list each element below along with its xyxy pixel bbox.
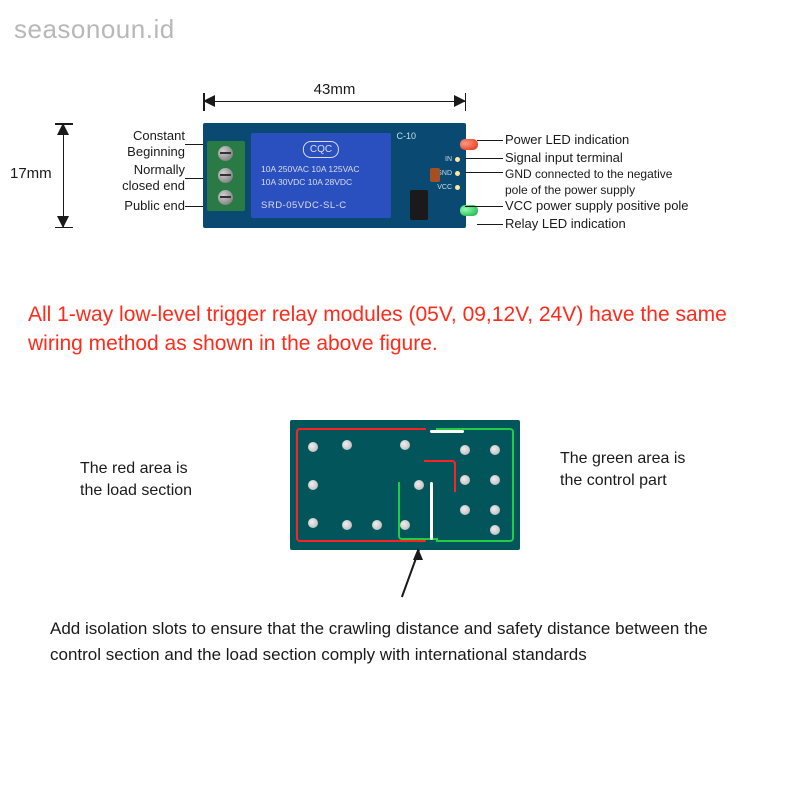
power-led-icon — [460, 139, 478, 150]
top-diagram: 43mm 17mm Constant Beginning Normally cl… — [0, 90, 800, 280]
isolation-slot-icon — [430, 430, 464, 433]
callout-signal-input: Signal input terminal — [505, 150, 623, 166]
solder-pad-icon — [490, 525, 500, 535]
relay-body: CQC 10A 250VAC 10A 125VAC 10A 30VDC 10A … — [251, 133, 391, 218]
control-section-label: The green area is the control part — [560, 448, 685, 491]
solder-pad-icon — [308, 442, 318, 452]
isolation-note: Add isolation slots to ensure that the c… — [50, 616, 750, 667]
callout-relay-led: Relay LED indication — [505, 216, 626, 232]
solder-pad-icon — [414, 480, 424, 490]
width-label: 43mm — [308, 81, 362, 98]
solder-pad-icon — [372, 520, 382, 530]
screw-icon — [218, 190, 233, 205]
callout-power-led: Power LED indication — [505, 132, 629, 148]
screw-icon — [218, 168, 233, 183]
watermark: seasonoun.id — [14, 14, 175, 45]
ic-chip-icon — [410, 190, 428, 220]
terminal-block — [207, 141, 245, 211]
solder-pad-icon — [342, 520, 352, 530]
solder-pad-icon — [490, 505, 500, 515]
callout-gnd: GND connected to the negative pole of th… — [505, 166, 672, 199]
solder-pad-icon — [400, 440, 410, 450]
solder-pad-icon — [400, 520, 410, 530]
height-dimension: 17mm — [50, 123, 78, 228]
isolation-slot-icon — [430, 482, 433, 540]
callout-vcc: VCC power supply positive pole — [505, 198, 689, 214]
red-note: All 1-way low-level trigger relay module… — [28, 300, 772, 359]
pcb-back-view — [290, 420, 520, 550]
load-section-label: The red area is the load section — [80, 458, 192, 501]
solder-pad-icon — [490, 475, 500, 485]
solder-pad-icon — [342, 440, 352, 450]
pcb-tag: C-10 — [396, 131, 416, 141]
width-dimension: 43mm — [203, 90, 466, 114]
bottom-diagram: The red area is the load section The gre… — [0, 410, 800, 610]
relay-model: SRD-05VDC-SL-C — [261, 200, 347, 212]
solder-pad-icon — [308, 480, 318, 490]
slot-pointer-arrow — [418, 550, 448, 600]
capacitor-icon — [430, 168, 440, 182]
height-label: 17mm — [10, 165, 52, 182]
callout-constant-beginning: Constant Beginning — [85, 128, 185, 161]
solder-pad-icon — [460, 505, 470, 515]
solder-pad-icon — [490, 445, 500, 455]
solder-pad-icon — [308, 518, 318, 528]
relay-specs: 10A 250VAC 10A 125VAC 10A 30VDC 10A 28VD… — [261, 163, 359, 189]
control-outline — [436, 428, 514, 542]
callout-public-end: Public end — [85, 198, 185, 214]
solder-pad-icon — [460, 475, 470, 485]
relay-module-top: CQC 10A 250VAC 10A 125VAC 10A 30VDC 10A … — [203, 123, 466, 228]
cqc-mark: CQC — [303, 141, 339, 158]
solder-pad-icon — [460, 445, 470, 455]
screw-icon — [218, 146, 233, 161]
callout-normally-closed: Normally closed end — [85, 162, 185, 195]
